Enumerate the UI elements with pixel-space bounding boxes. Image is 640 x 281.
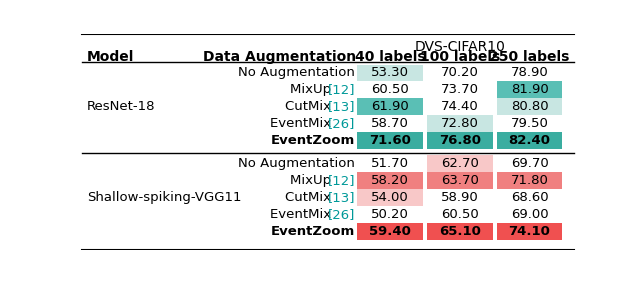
Text: 58.20: 58.20 (371, 174, 409, 187)
Bar (427, 132, 493, 149)
Bar (357, 132, 423, 149)
Text: 74.40: 74.40 (441, 100, 479, 113)
Text: [12]: [12] (328, 174, 355, 187)
Text: 82.40: 82.40 (509, 134, 550, 147)
Text: 60.50: 60.50 (371, 83, 409, 96)
Text: CutMix: CutMix (285, 100, 335, 113)
Text: MixUp: MixUp (290, 174, 335, 187)
Text: EventZoom: EventZoom (271, 225, 355, 238)
Text: 72.80: 72.80 (441, 117, 479, 130)
Text: 63.70: 63.70 (441, 174, 479, 187)
Text: DVS-CIFAR10: DVS-CIFAR10 (414, 40, 505, 54)
Text: 40 labels: 40 labels (355, 50, 426, 64)
Text: 74.10: 74.10 (509, 225, 550, 238)
Text: 73.70: 73.70 (441, 83, 479, 96)
Text: 58.70: 58.70 (371, 117, 409, 130)
Text: 69.00: 69.00 (511, 208, 548, 221)
Text: 53.30: 53.30 (371, 67, 409, 80)
Bar (357, 98, 423, 115)
Text: 81.90: 81.90 (511, 83, 548, 96)
Text: 79.50: 79.50 (511, 117, 548, 130)
Text: 80.80: 80.80 (511, 100, 548, 113)
Text: 71.80: 71.80 (511, 174, 548, 187)
Bar (427, 115, 493, 132)
Text: No Augmentation: No Augmentation (238, 157, 355, 170)
Bar (427, 155, 493, 172)
Text: [13]: [13] (328, 191, 355, 204)
Bar (357, 65, 423, 81)
Text: 65.10: 65.10 (439, 225, 481, 238)
Text: Model: Model (87, 50, 134, 64)
Text: 76.80: 76.80 (439, 134, 481, 147)
Text: CutMix: CutMix (285, 191, 335, 204)
Text: 250 labels: 250 labels (490, 50, 570, 64)
Text: 58.90: 58.90 (441, 191, 479, 204)
Text: No Augmentation: No Augmentation (238, 67, 355, 80)
Bar (497, 81, 563, 98)
Bar (497, 172, 563, 189)
Text: 78.90: 78.90 (511, 67, 548, 80)
Bar (357, 172, 423, 189)
Text: ResNet-18: ResNet-18 (87, 100, 156, 113)
Text: 62.70: 62.70 (441, 157, 479, 170)
Text: EventMix: EventMix (269, 208, 335, 221)
Bar (497, 98, 563, 115)
Bar (427, 223, 493, 240)
Text: EventZoom: EventZoom (271, 134, 355, 147)
Bar (357, 189, 423, 206)
Text: MixUp: MixUp (290, 83, 335, 96)
Text: 61.90: 61.90 (371, 100, 409, 113)
Text: 54.00: 54.00 (371, 191, 409, 204)
Text: 50.20: 50.20 (371, 208, 409, 221)
Text: 68.60: 68.60 (511, 191, 548, 204)
Text: Shallow-spiking-VGG11: Shallow-spiking-VGG11 (87, 191, 241, 204)
Text: 60.50: 60.50 (441, 208, 479, 221)
Bar (497, 132, 563, 149)
Bar (427, 172, 493, 189)
Text: EventMix: EventMix (269, 117, 335, 130)
Text: [26]: [26] (328, 117, 355, 130)
Text: 59.40: 59.40 (369, 225, 411, 238)
Bar (497, 223, 563, 240)
Text: [13]: [13] (328, 100, 355, 113)
Text: 69.70: 69.70 (511, 157, 548, 170)
Text: [12]: [12] (328, 83, 355, 96)
Text: 71.60: 71.60 (369, 134, 411, 147)
Text: [26]: [26] (328, 208, 355, 221)
Bar (357, 223, 423, 240)
Text: 51.70: 51.70 (371, 157, 409, 170)
Text: 100 labels: 100 labels (420, 50, 500, 64)
Text: 70.20: 70.20 (441, 67, 479, 80)
Text: Data Augmentation: Data Augmentation (204, 50, 356, 64)
